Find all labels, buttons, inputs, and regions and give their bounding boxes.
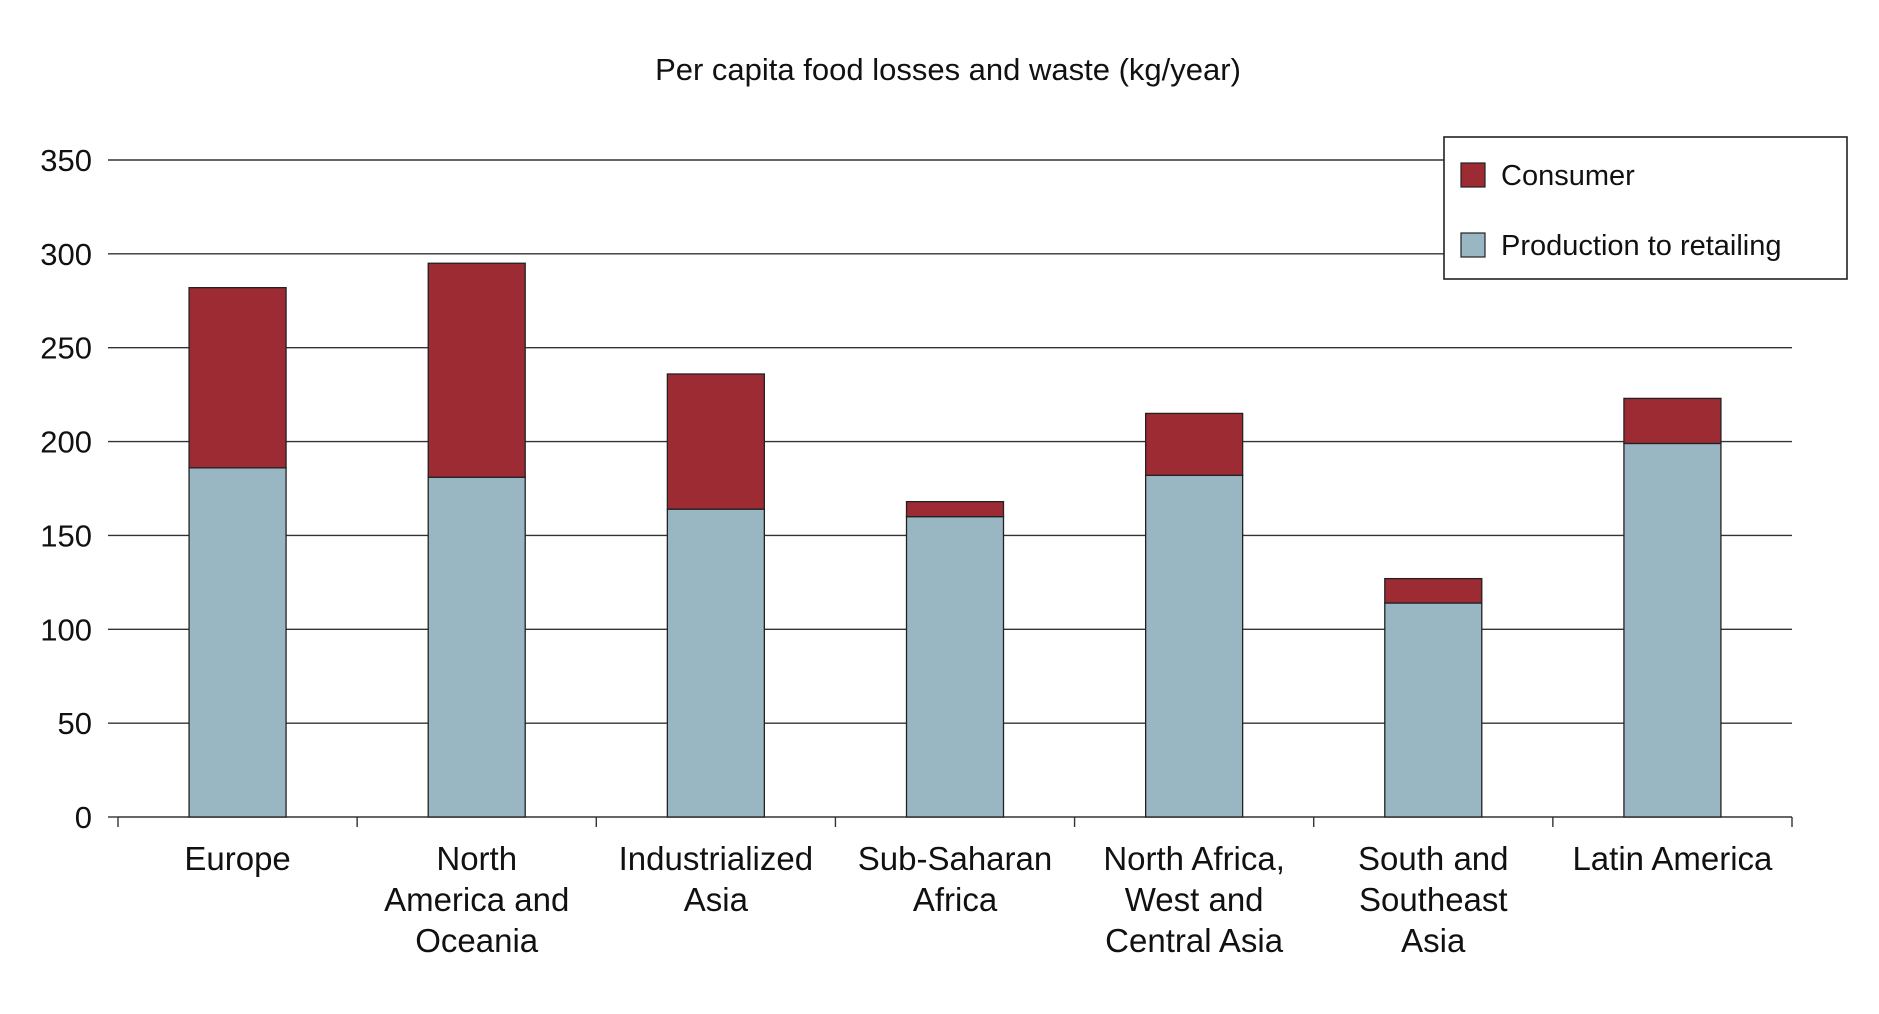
bar-segment-consumer bbox=[1384, 577, 1483, 604]
y-tick-label: 200 bbox=[40, 425, 92, 460]
x-category-label-line: Industrialized bbox=[619, 840, 813, 877]
y-tick-label: 150 bbox=[40, 518, 92, 553]
x-category-label-line: Latin America bbox=[1572, 840, 1773, 877]
labels: 0 50 100 150 200 250 300 350 Europe North America … bbox=[40, 143, 1773, 959]
bar-segment-consumer bbox=[1623, 397, 1722, 445]
x-category-label: Industrialized Asia bbox=[619, 840, 813, 918]
x-category-label-line: America and bbox=[384, 881, 569, 918]
x-category-label-line: North Africa, bbox=[1103, 840, 1285, 877]
bar-segment-production-to-retailing bbox=[1623, 442, 1722, 818]
x-category-label-line: Asia bbox=[1401, 922, 1466, 959]
x-category-label-line: Southeast bbox=[1359, 881, 1508, 918]
bar-segment-production-to-retailing bbox=[1144, 474, 1244, 818]
bar-segment-consumer bbox=[188, 286, 287, 469]
legend-swatch bbox=[1460, 162, 1486, 188]
legend: Consumer Production to retailing bbox=[1443, 136, 1848, 280]
x-category-label: North America and Oceania bbox=[384, 840, 569, 959]
x-category-label-line: Sub-Saharan bbox=[858, 840, 1052, 877]
y-tick-label: 250 bbox=[40, 331, 92, 366]
x-category-label-line: Central Asia bbox=[1105, 922, 1284, 959]
bar-segment-consumer bbox=[905, 500, 1005, 518]
bar-segment-consumer bbox=[427, 262, 526, 478]
chart-title: Per capita food losses and waste (kg/yea… bbox=[655, 52, 1241, 87]
bar-segment-production-to-retailing bbox=[905, 516, 1005, 818]
legend-label: Production to retailing bbox=[1501, 230, 1782, 262]
bar-segment-consumer bbox=[666, 373, 766, 510]
legend-box bbox=[1443, 136, 1848, 280]
bar-segment-production-to-retailing bbox=[427, 476, 526, 818]
bars bbox=[188, 262, 1722, 818]
x-category-label: South and Southeast Asia bbox=[1358, 840, 1508, 959]
x-category-label-line: West and bbox=[1125, 881, 1264, 918]
bar-segment-production-to-retailing bbox=[666, 508, 766, 818]
y-tick-label: 350 bbox=[40, 143, 92, 178]
y-tick-label: 50 bbox=[58, 706, 92, 741]
y-tick-label: 100 bbox=[40, 612, 92, 647]
bar-segment-production-to-retailing bbox=[188, 467, 287, 818]
y-tick-label: 300 bbox=[40, 237, 92, 272]
x-category-label: Europe bbox=[184, 840, 290, 877]
x-category-label: North Africa, West and Central Asia bbox=[1103, 840, 1285, 959]
bar-segment-production-to-retailing bbox=[1384, 602, 1483, 818]
x-category-label-line: Oceania bbox=[415, 922, 539, 959]
axes bbox=[108, 816, 1793, 827]
x-category-label-line: Africa bbox=[913, 881, 998, 918]
y-tick-label: 0 bbox=[75, 800, 92, 835]
bar-segment-consumer bbox=[1144, 412, 1244, 477]
x-category-label: Latin America bbox=[1572, 840, 1773, 877]
x-category-label: Sub-Saharan Africa bbox=[858, 840, 1052, 918]
legend-swatch bbox=[1460, 232, 1486, 258]
x-category-label-line: Europe bbox=[184, 840, 290, 877]
x-category-label-line: Asia bbox=[684, 881, 749, 918]
legend-label: Consumer bbox=[1501, 160, 1635, 192]
x-category-label-line: North bbox=[436, 840, 517, 877]
x-category-label-line: South and bbox=[1358, 840, 1508, 877]
